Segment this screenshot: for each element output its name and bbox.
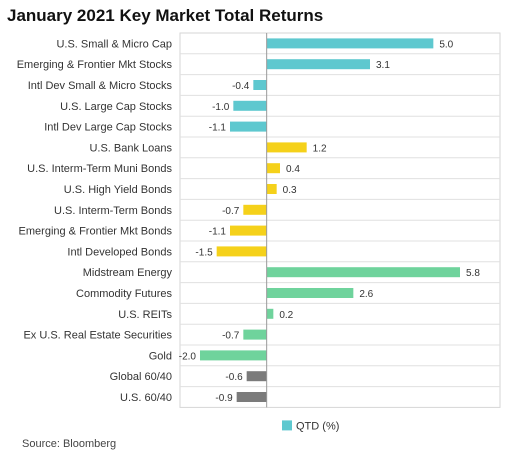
- value-label: -2.0: [179, 351, 197, 362]
- bar: [246, 371, 267, 382]
- legend-swatch: [282, 420, 292, 431]
- category-label: U.S. Large Cap Stocks: [60, 101, 172, 113]
- category-label: Emerging & Frontier Mkt Stocks: [17, 59, 173, 71]
- category-label: Global 60/40: [110, 371, 172, 383]
- category-label: U.S. Interm-Term Bonds: [54, 205, 172, 217]
- bar: [266, 38, 434, 49]
- bar: [266, 163, 280, 174]
- category-label: Commodity Futures: [76, 288, 172, 300]
- bar: [266, 142, 307, 153]
- bars: [200, 38, 460, 402]
- category-label: Intl Developed Bonds: [67, 246, 172, 258]
- value-label: 1.2: [313, 143, 327, 154]
- bar: [243, 329, 267, 340]
- category-label: Intl Dev Large Cap Stocks: [44, 122, 172, 134]
- value-label: -1.1: [209, 123, 227, 134]
- value-label: -1.1: [209, 227, 227, 238]
- value-labels: 5.0 3.1 -0.4-1.0 -1.1 1.2 0.4 0.3 -0.7 -1.1 -1.5 5…: [179, 39, 481, 404]
- value-label: -0.7: [222, 206, 240, 217]
- category-label: U.S. Small & Micro Cap: [56, 38, 172, 50]
- value-label: 5.8: [466, 268, 480, 279]
- bar: [233, 100, 267, 111]
- bar: [243, 204, 267, 215]
- category-label: Intl Dev Small & Micro Stocks: [28, 80, 173, 92]
- category-label: U.S. REITs: [118, 309, 172, 321]
- value-label: -0.9: [215, 393, 233, 404]
- bar: [266, 184, 277, 194]
- category-label: Ex U.S. Real Estate Securities: [23, 330, 172, 342]
- bar: [266, 308, 274, 319]
- category-label: Gold: [149, 350, 172, 362]
- legend: QTD (%): [282, 420, 339, 432]
- grid-lines: [179, 32, 501, 408]
- value-label: 0.3: [283, 185, 297, 196]
- category-label: U.S. Bank Loans: [89, 142, 172, 154]
- bar: [266, 288, 354, 298]
- legend-label: QTD (%): [296, 420, 339, 432]
- category-label: U.S. High Yield Bonds: [64, 184, 173, 196]
- bar: [266, 59, 370, 70]
- bar: [236, 392, 267, 402]
- value-label: 5.0: [439, 39, 453, 50]
- value-label: -0.6: [225, 372, 243, 383]
- value-label: 0.2: [279, 310, 293, 321]
- bar: [230, 121, 267, 132]
- bar: [200, 350, 267, 361]
- category-label: Midstream Energy: [83, 267, 173, 279]
- category-label: U.S. 60/40: [120, 392, 172, 404]
- bar: [216, 246, 267, 257]
- category-label: U.S. Interm-Term Muni Bonds: [27, 163, 172, 175]
- value-label: -1.5: [195, 247, 213, 258]
- bar: [230, 225, 267, 236]
- bar: [266, 267, 460, 278]
- value-label: -1.0: [212, 102, 230, 113]
- category-labels: U.S. Small & Micro Cap Emerging & Frontie…: [17, 38, 173, 404]
- bar: [253, 80, 267, 90]
- category-label: Emerging & Frontier Mkt Bonds: [19, 226, 173, 238]
- value-label: 3.1: [376, 60, 390, 71]
- source-note: Source: Bloomberg: [22, 438, 117, 450]
- value-label: -0.4: [232, 81, 250, 92]
- value-label: -0.7: [222, 331, 240, 342]
- value-label: 0.4: [286, 164, 300, 175]
- chart-title: January 2021 Key Market Total Returns: [7, 6, 324, 25]
- value-label: 2.6: [359, 289, 373, 300]
